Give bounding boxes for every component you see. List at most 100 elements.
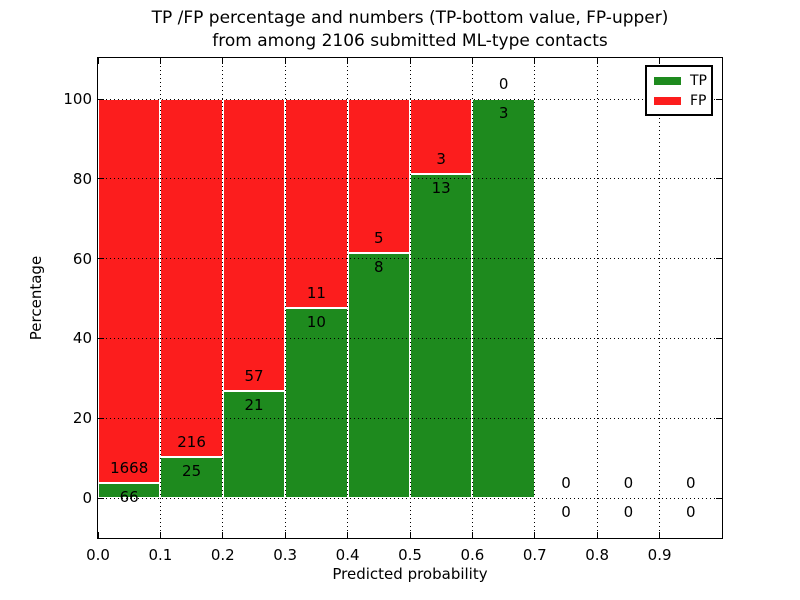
- y-tick-mark-right: [716, 98, 722, 100]
- gridline-vertical: [347, 58, 349, 538]
- bar-segment-tp: [347, 252, 410, 499]
- x-tick-mark-top: [596, 58, 598, 64]
- x-tick-label: 0.7: [522, 546, 547, 564]
- bar-label-fp-count: 5: [374, 228, 384, 247]
- y-tick-mark-left: [98, 497, 104, 499]
- y-tick-mark-left: [98, 417, 104, 419]
- x-tick-mark-bottom: [222, 532, 224, 538]
- gridline-vertical: [409, 58, 411, 538]
- gridline-horizontal: [98, 417, 722, 419]
- x-tick-mark-top: [284, 58, 286, 64]
- bar-segment-fp: [222, 99, 286, 391]
- gridline-vertical: [159, 58, 161, 538]
- bar-segment-fp: [347, 99, 410, 253]
- x-tick-label: 0.0: [86, 546, 110, 564]
- bar-label-tp-count: 25: [182, 461, 202, 480]
- gridline-horizontal: [98, 497, 722, 499]
- bar-label-tp-count: 0: [686, 503, 696, 522]
- bar-segment-tp: [285, 308, 348, 499]
- bar-segment-tp: [222, 390, 286, 499]
- gridline-vertical: [596, 58, 598, 538]
- plot-area: 1668 66 216 25 57 21 11 10 5 8 3 13 0 3 0 0 0 0 0 0 TP FP: [97, 57, 723, 539]
- bar-label-tp-count: 0: [561, 503, 571, 522]
- x-axis-label: Predicted probability: [332, 565, 488, 583]
- y-tick-mark-right: [716, 337, 722, 339]
- legend-row-fp: FP: [654, 92, 707, 110]
- gridline-horizontal: [98, 337, 722, 339]
- legend-label-fp: FP: [690, 93, 707, 109]
- legend-row-tp: TP: [654, 72, 707, 90]
- chart-title: TP /FP percentage and numbers (TP-bottom…: [97, 7, 723, 53]
- gridline-horizontal: [98, 178, 722, 180]
- x-tick-mark-bottom: [347, 532, 349, 538]
- x-tick-label: 0.3: [273, 546, 298, 564]
- y-tick-mark-left: [98, 178, 104, 180]
- x-tick-mark-top: [471, 58, 473, 64]
- x-tick-mark-top: [409, 58, 411, 64]
- y-tick-mark-left: [98, 258, 104, 260]
- gridline-vertical: [284, 58, 286, 538]
- legend-label-tp: TP: [690, 73, 707, 89]
- bar-segment-fp: [410, 99, 473, 174]
- x-tick-mark-top: [159, 58, 161, 64]
- gridline-vertical: [222, 58, 224, 538]
- x-tick-mark-bottom: [596, 532, 598, 538]
- bar-label-fp-count: 0: [498, 75, 509, 94]
- y-tick-label: 0: [82, 489, 92, 508]
- bar-segment-tp: [160, 456, 223, 499]
- x-tick-label: 0.9: [647, 546, 672, 564]
- x-tick-mark-bottom: [284, 532, 286, 538]
- bar-label-tp-count: 66: [119, 487, 139, 506]
- x-tick-label: 0.6: [460, 546, 485, 564]
- y-tick-mark-right: [716, 178, 722, 180]
- chart-title-line1: TP /FP percentage and numbers (TP-bottom…: [151, 8, 669, 28]
- bar-segment-tp: [472, 99, 535, 499]
- bar-label-tp-count: 3: [498, 104, 509, 123]
- x-tick-mark-bottom: [97, 532, 99, 538]
- x-tick-label: 0.2: [210, 546, 235, 564]
- x-tick-mark-top: [659, 58, 661, 64]
- y-tick-mark-left: [98, 98, 104, 100]
- x-tick-label: 0.1: [148, 546, 173, 564]
- y-tick-mark-left: [98, 337, 104, 339]
- bar-label-tp-count: 8: [374, 257, 384, 276]
- y-tick-label: 80: [72, 169, 92, 188]
- bar-label-fp-count: 1668: [110, 458, 149, 477]
- bar-segment-fp: [160, 99, 223, 457]
- x-tick-mark-top: [222, 58, 224, 64]
- bar-label-tp-count: 13: [431, 178, 451, 197]
- x-tick-mark-bottom: [471, 532, 473, 538]
- bar-label-fp-count: 3: [436, 149, 446, 168]
- x-tick-label: 0.5: [398, 546, 422, 564]
- legend-box: TP FP: [645, 65, 713, 116]
- y-tick-mark-right: [716, 497, 722, 499]
- gridline-vertical: [534, 58, 536, 538]
- gridline-vertical: [471, 58, 473, 538]
- legend-swatch-tp: [654, 77, 681, 85]
- bar-label-tp-count: 21: [244, 395, 264, 414]
- x-tick-label: 0.8: [585, 546, 610, 564]
- x-tick-mark-bottom: [159, 532, 161, 538]
- bar-label-fp-count: 0: [623, 474, 634, 493]
- gridline-vertical: [659, 58, 661, 538]
- bar-segment-fp: [285, 99, 348, 309]
- y-tick-label: 60: [72, 249, 92, 268]
- bar-label-fp-count: 0: [686, 474, 696, 493]
- gridline-horizontal: [98, 98, 722, 100]
- x-tick-label: 0.4: [335, 546, 360, 564]
- x-tick-mark-bottom: [409, 532, 411, 538]
- x-tick-mark-bottom: [534, 532, 536, 538]
- y-tick-label: 20: [72, 409, 92, 428]
- bar-label-fp-count: 57: [244, 366, 264, 385]
- bar-segment-tp: [98, 482, 161, 499]
- y-tick-label: 40: [72, 329, 92, 348]
- legend-swatch-fp: [654, 97, 681, 105]
- bar-label-fp-count: 216: [177, 432, 206, 451]
- bar-label-tp-count: 10: [306, 313, 326, 332]
- y-tick-mark-right: [716, 258, 722, 260]
- y-tick-mark-right: [716, 417, 722, 419]
- bar-segment-tp: [410, 173, 473, 499]
- bar-label-fp-count: 11: [306, 284, 326, 303]
- x-tick-mark-bottom: [659, 532, 661, 538]
- bar-label-tp-count: 0: [623, 503, 634, 522]
